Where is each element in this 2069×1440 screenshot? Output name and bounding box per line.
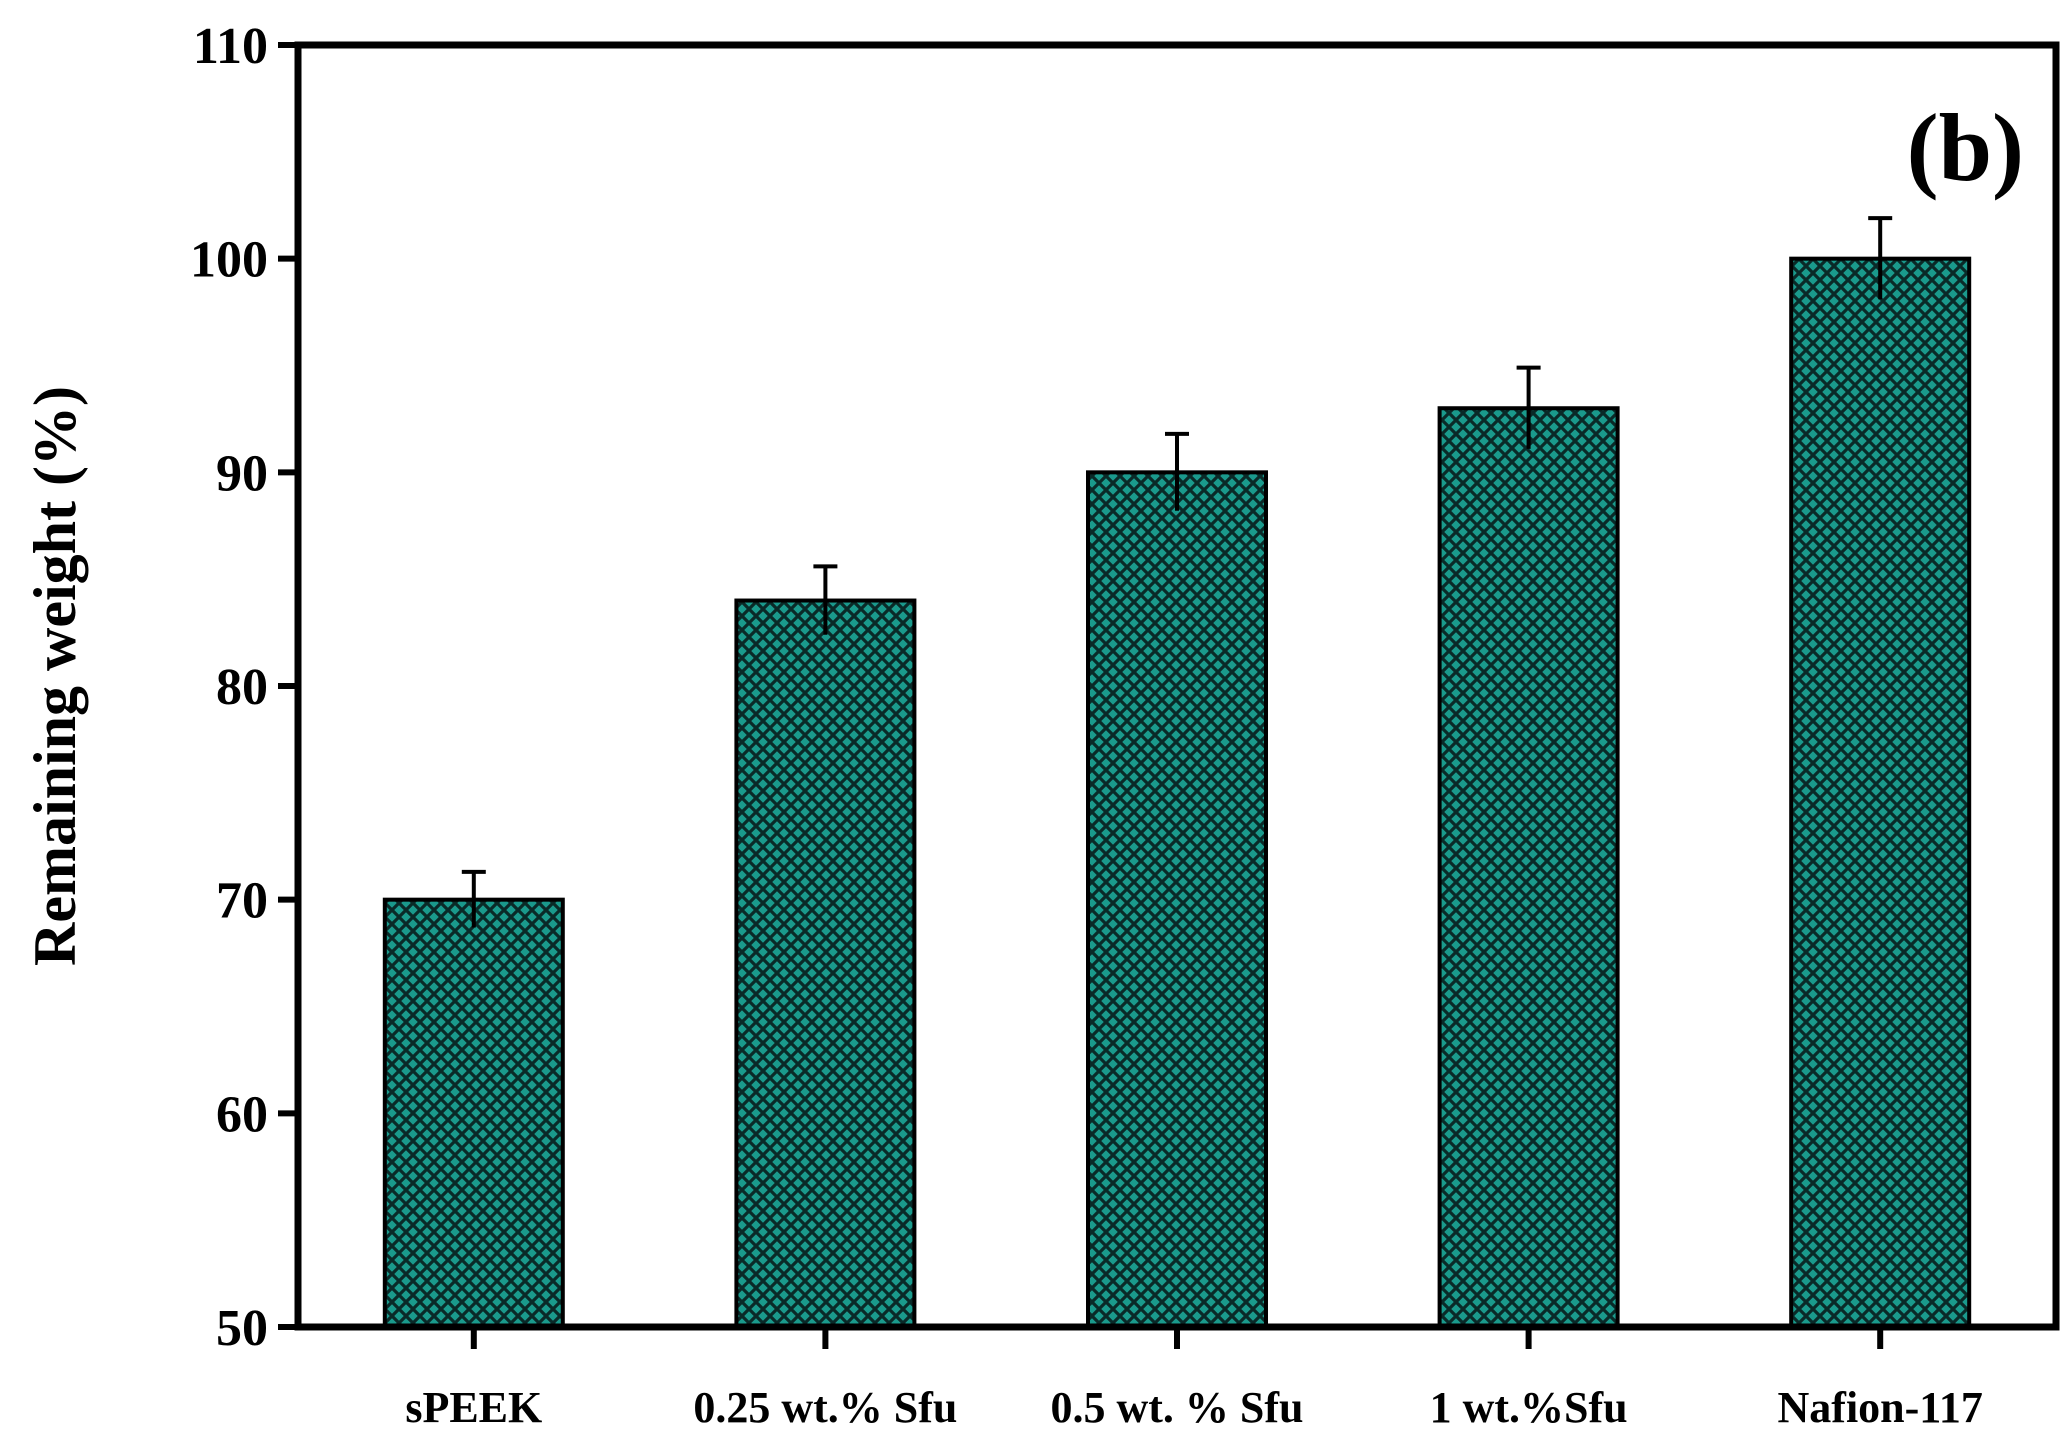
- y-tick-label: 80: [216, 659, 268, 716]
- y-tick-label: 60: [216, 1086, 268, 1143]
- x-tick-label: Nafion-117: [1778, 1383, 1983, 1432]
- y-tick-label: 110: [193, 18, 268, 75]
- x-tick-label: 0.25 wt.% Sfu: [693, 1383, 957, 1432]
- x-tick-label: sPEEK: [405, 1383, 542, 1432]
- bar: [1437, 406, 1620, 1329]
- y-axis-ticks: 50 60 70 80 90 100 110: [190, 18, 298, 1357]
- bars-group: [382, 256, 1972, 1330]
- y-tick-label: 70: [216, 873, 268, 930]
- bar: [382, 897, 565, 1330]
- bar: [1086, 470, 1268, 1330]
- y-tick-label: 50: [216, 1300, 268, 1357]
- bar: [734, 598, 917, 1329]
- error-bars-group: [461, 216, 1893, 928]
- panel-label: (b): [1907, 94, 2024, 201]
- x-axis-ticks: sPEEK 0.25 wt.% Sfu 0.5 wt. % Sfu 1 wt.%Sfu…: [405, 1327, 1983, 1432]
- y-tick-label: 100: [190, 232, 268, 289]
- y-tick-label: 90: [216, 445, 268, 502]
- y-axis-label: Remaining weight (%): [22, 386, 88, 966]
- x-tick-label: 0.5 wt. % Sfu: [1050, 1383, 1303, 1432]
- bar: [1789, 256, 1972, 1330]
- x-tick-label: 1 wt.%Sfu: [1430, 1383, 1628, 1432]
